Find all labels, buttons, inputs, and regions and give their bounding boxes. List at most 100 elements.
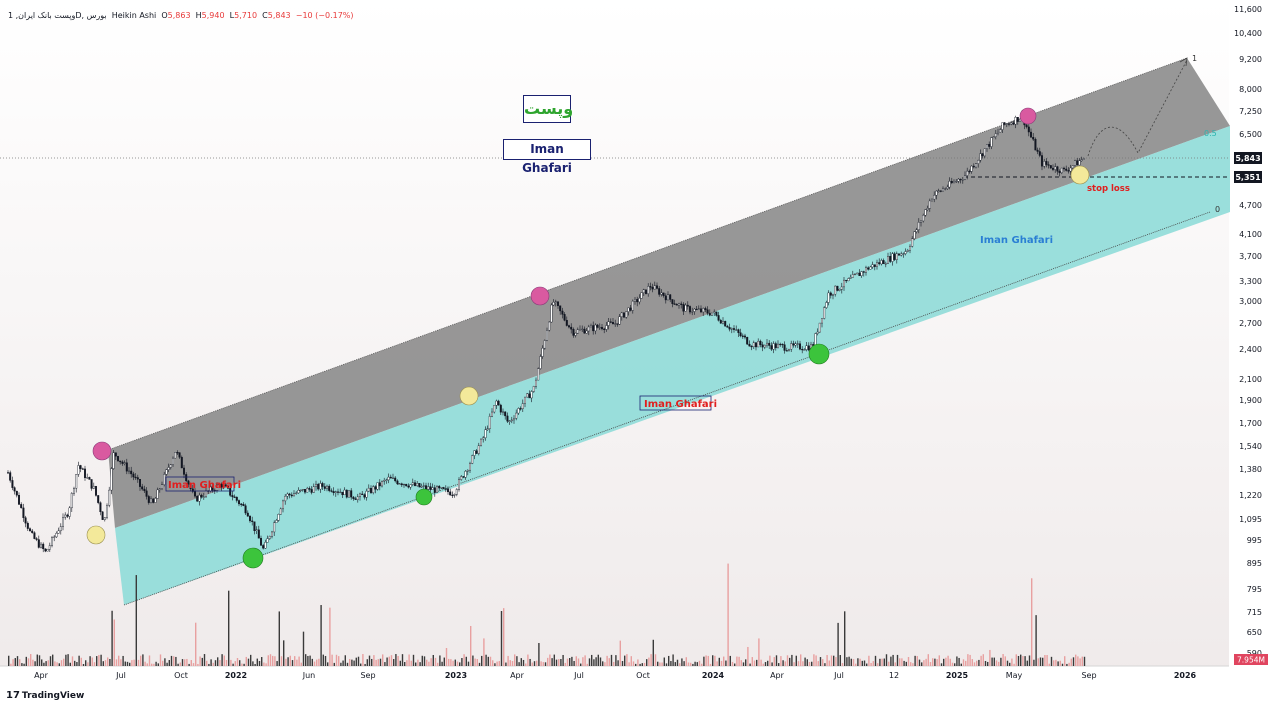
volume-bar xyxy=(956,656,958,666)
volume-bar xyxy=(102,661,104,666)
candle-body xyxy=(631,300,634,311)
candle-body xyxy=(792,343,795,346)
candle-body xyxy=(189,484,192,490)
volume-bar xyxy=(925,658,927,666)
candle-body xyxy=(449,491,452,496)
candle-body xyxy=(244,505,247,514)
volume-bar xyxy=(287,657,289,666)
candle-body xyxy=(546,330,549,341)
candle-body xyxy=(537,368,540,381)
volume-bar xyxy=(30,654,32,666)
volume-bar xyxy=(1015,654,1017,666)
volume-bar xyxy=(993,657,995,666)
pink-marker-circle xyxy=(1019,107,1037,125)
volume-bar xyxy=(483,638,485,666)
volume-bar xyxy=(910,662,912,666)
volume-bar xyxy=(775,655,778,666)
candle-body xyxy=(724,321,727,327)
volume-bar xyxy=(859,658,861,666)
volume-bar xyxy=(186,658,188,666)
candle-body xyxy=(590,325,593,328)
volume-bar xyxy=(239,660,241,666)
candle-body xyxy=(442,487,445,489)
time-tick-label: 2025 xyxy=(946,671,969,680)
candle-body xyxy=(603,328,606,330)
volume-bar xyxy=(938,655,940,666)
time-tick-label: 2026 xyxy=(1174,671,1197,680)
volume-bar xyxy=(494,663,496,666)
candle-body xyxy=(807,345,810,351)
volume-bar xyxy=(280,656,283,666)
tradingview-logo[interactable]: 17 TradingView xyxy=(6,690,84,701)
candle-body xyxy=(814,333,817,346)
volume-bar xyxy=(333,662,335,666)
volume-bar xyxy=(261,657,263,666)
price-tick-label: 4,100 xyxy=(1239,230,1262,239)
price-tick-label: 650 xyxy=(1247,628,1262,637)
volume-bar xyxy=(329,607,331,666)
volume-bar xyxy=(1072,657,1075,666)
candle-body xyxy=(658,288,661,295)
volume-bar xyxy=(947,655,949,666)
volume-bar xyxy=(1066,663,1068,666)
price-tick-label: 9,200 xyxy=(1239,55,1262,64)
candle-body xyxy=(1025,124,1028,128)
candle-body xyxy=(964,175,967,180)
volume-bar xyxy=(641,663,643,666)
volume-bar xyxy=(228,590,230,666)
candle-body xyxy=(277,514,280,521)
volume-bar xyxy=(181,659,184,666)
candle-body xyxy=(818,322,821,333)
candle-body xyxy=(337,491,340,493)
volume-bar xyxy=(628,662,630,666)
volume-bar xyxy=(949,658,951,666)
price-tick-label: 2,400 xyxy=(1239,345,1262,354)
volume-bar xyxy=(267,655,269,666)
candle-body xyxy=(482,437,485,440)
fib-level-1-label: 1 xyxy=(1192,54,1197,63)
volume-bar xyxy=(250,654,252,666)
volume-bar xyxy=(549,654,551,666)
candle-body xyxy=(506,415,509,422)
volume-bar xyxy=(65,654,67,666)
candle-body xyxy=(431,487,434,490)
volume-bar xyxy=(577,658,580,666)
price-tick-label: 995 xyxy=(1247,536,1262,545)
candle-body xyxy=(477,445,480,454)
candle-body xyxy=(167,467,170,470)
candle-body xyxy=(543,340,546,349)
volume-bar xyxy=(195,622,197,666)
candle-body xyxy=(933,194,936,200)
candle-body xyxy=(332,491,335,494)
volume-bar xyxy=(192,663,195,666)
candle-body xyxy=(856,272,859,275)
candle-body xyxy=(64,514,67,518)
candle-body xyxy=(378,482,381,487)
volume-bar xyxy=(914,655,916,666)
volume-bar xyxy=(1046,655,1048,666)
candle-body xyxy=(755,342,758,348)
candle-body xyxy=(196,495,199,502)
volume-bar xyxy=(888,661,890,666)
volume-bar xyxy=(863,660,866,666)
volume-bar xyxy=(188,663,190,666)
candle-body xyxy=(284,495,287,502)
candle-body xyxy=(906,250,909,252)
volume-bar xyxy=(817,661,819,666)
volume-bar xyxy=(430,658,432,666)
candle-body xyxy=(737,329,740,333)
candle-body xyxy=(524,396,527,404)
candle-body xyxy=(645,289,648,294)
candle-body xyxy=(928,200,931,209)
volume-bar xyxy=(258,660,261,666)
volume-bar xyxy=(223,655,225,666)
volume-bar xyxy=(791,654,793,666)
time-tick-label: Jul xyxy=(833,671,844,680)
candle-body xyxy=(605,325,608,330)
candle-body xyxy=(141,486,144,490)
candle-body xyxy=(1076,160,1079,166)
symbol-name[interactable]: وپست بانک ایران, 1D, بورس xyxy=(8,11,107,20)
candle-body xyxy=(72,488,75,494)
volume-bar xyxy=(703,656,705,666)
